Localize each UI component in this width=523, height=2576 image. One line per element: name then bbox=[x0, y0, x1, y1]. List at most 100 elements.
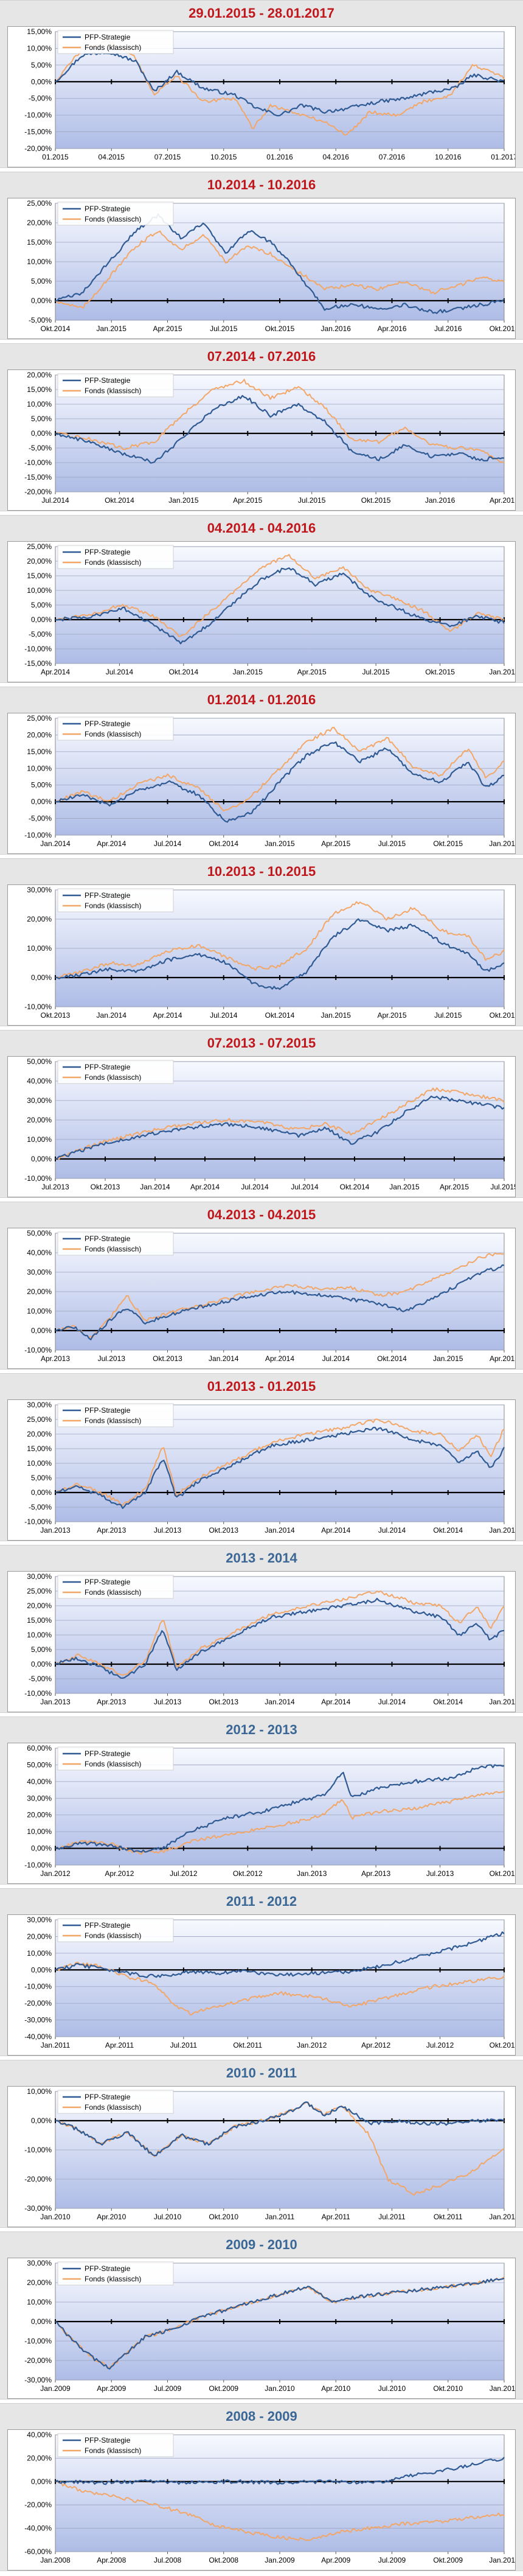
y-tick-label: 0,00% bbox=[31, 2116, 52, 2125]
y-tick-label: 10,00% bbox=[27, 944, 52, 953]
legend-box bbox=[57, 2433, 174, 2457]
x-tick-label: Apr.2013 bbox=[97, 1526, 126, 1535]
x-tick-label: Jan.2015 bbox=[97, 324, 127, 333]
series-line-pfp bbox=[55, 1598, 505, 1679]
x-tick-label: Apr.2015 bbox=[490, 1354, 515, 1363]
x-tick-label: 01.2017 bbox=[491, 153, 515, 161]
chart-panel: 07.2014 - 07.2016 -20,00% -15,00% -10,00% -5… bbox=[0, 343, 523, 511]
series-line-fonds bbox=[55, 1961, 505, 2015]
x-tick-label: Apr.2014 bbox=[41, 668, 70, 676]
y-tick-label: -10,00% bbox=[24, 1174, 52, 1183]
chart-title: 04.2013 - 04.2015 bbox=[207, 1207, 316, 1222]
line-chart: -20,00% -15,00% -10,00% -5,00% 0,00% 5,00% 10,… bbox=[24, 371, 519, 505]
x-tick-label: Apr.2010 bbox=[97, 2213, 126, 2221]
x-tick-label: Jan.2015 bbox=[489, 1526, 515, 1535]
x-tick-label: Jan.2015 bbox=[389, 1183, 420, 1191]
x-tick-label: Jul.2014 bbox=[322, 1354, 350, 1363]
series-line-pfp bbox=[55, 741, 505, 823]
legend-box bbox=[57, 1746, 174, 1771]
legend-label-pfp: PFP-Strategie bbox=[85, 205, 131, 213]
legend-box bbox=[57, 1918, 174, 1942]
x-tick-label: Jan.2015 bbox=[168, 496, 199, 505]
chart-title: 2009 - 2010 bbox=[226, 2237, 297, 2252]
y-tick-label: 0,00% bbox=[31, 1155, 52, 1163]
series-line-fonds bbox=[55, 1418, 505, 1506]
legend-label-pfp: PFP-Strategie bbox=[85, 1921, 131, 1930]
chart-panel: 2012 - 2013 -10,00% 0,00% 10,00% 20,00% 30,00… bbox=[0, 1717, 523, 1885]
y-tick-label: 40,00% bbox=[27, 1077, 52, 1085]
y-tick-label: 0,00% bbox=[31, 1660, 52, 1668]
x-tick-label: Apr.2012 bbox=[105, 1869, 134, 1878]
legend-box bbox=[57, 1060, 174, 1084]
series-line-pfp bbox=[55, 2277, 505, 2370]
x-tick-label: Jul.2010 bbox=[378, 2384, 406, 2393]
chart-title: 2010 - 2011 bbox=[226, 2065, 297, 2081]
series-line-pfp bbox=[55, 52, 504, 117]
legend-label-pfp: PFP-Strategie bbox=[85, 376, 131, 385]
legend-label-pfp: PFP-Strategie bbox=[85, 1749, 131, 1758]
line-chart: -10,00% -5,00% 0,00% 5,00% 10,00% 15,00% 20,00… bbox=[24, 1401, 519, 1535]
x-tick-label: Jan.2016 bbox=[489, 839, 515, 848]
x-tick-label: Okt.2009 bbox=[433, 2556, 463, 2564]
x-tick-label: Okt.2013 bbox=[91, 1183, 120, 1191]
x-tick-label: Okt.2010 bbox=[433, 2384, 463, 2393]
y-tick-label: 20,00% bbox=[27, 1116, 52, 1124]
x-tick-label: Jan.2013 bbox=[297, 1869, 327, 1878]
x-tick-label: Apr.2015 bbox=[297, 668, 327, 676]
y-tick-label: -20,00% bbox=[24, 2175, 52, 2183]
series-line-fonds bbox=[55, 1087, 505, 1160]
x-tick-label: Apr.2011 bbox=[105, 2041, 134, 2049]
chart-title: 01.2014 - 01.2016 bbox=[207, 692, 316, 707]
x-tick-label: 04.2016 bbox=[323, 153, 350, 161]
plot-area: -10,00% 0,00% 10,00% 20,00% 30,00% 40,00% 50,0… bbox=[7, 1228, 519, 1369]
y-tick-label: 25,00% bbox=[27, 542, 52, 551]
x-tick-label: Jan.2015 bbox=[233, 668, 263, 676]
y-tick-label: 20,00% bbox=[27, 219, 52, 227]
y-tick-label: -20,00% bbox=[24, 1999, 52, 2007]
plot-area: -10,00% -5,00% 0,00% 5,00% 10,00% 15,00% 20,00… bbox=[7, 713, 519, 854]
y-tick-label: 15,00% bbox=[27, 747, 52, 756]
y-tick-label: -5,00% bbox=[29, 814, 52, 823]
plot-area: -60,00% -40,00% -20,00% 0,00% 20,00% 40,00% Ja… bbox=[7, 2429, 519, 2571]
y-tick-label: 10,00% bbox=[27, 1459, 52, 1468]
legend-label-fonds: Fonds (klassisch) bbox=[85, 1931, 141, 1940]
legend-label-fonds: Fonds (klassisch) bbox=[85, 901, 141, 910]
x-tick-label: Jul.2015 bbox=[210, 324, 238, 333]
plot-area: -15,00% -10,00% -5,00% 0,00% 5,00% 10,00% 15,0… bbox=[7, 541, 519, 682]
series-line-fonds bbox=[55, 554, 505, 637]
x-tick-label: Jan.2015 bbox=[489, 1698, 515, 1706]
legend-label-fonds: Fonds (klassisch) bbox=[85, 215, 141, 223]
x-tick-label: Apr.2013 bbox=[41, 1354, 70, 1363]
chart-panel: 04.2014 - 04.2016 -15,00% -10,00% -5,00% 0,0… bbox=[0, 515, 523, 683]
x-tick-label: Jul.2011 bbox=[170, 2041, 198, 2049]
x-tick-label: Okt.2014 bbox=[340, 1183, 370, 1191]
series-line-pfp bbox=[55, 567, 505, 645]
y-tick-label: 25,00% bbox=[27, 1415, 52, 1424]
x-tick-label: Apr.2014 bbox=[97, 839, 126, 848]
x-tick-label: 10.2016 bbox=[435, 153, 462, 161]
chart-panel: 29.01.2015 - 28.01.2017 -20,00% -15,00% -10… bbox=[0, 0, 523, 168]
x-tick-label: Jul.2013 bbox=[154, 1698, 182, 1706]
series-line-pfp bbox=[55, 1764, 505, 1853]
y-tick-label: 30,00% bbox=[27, 886, 52, 894]
x-tick-label: Okt.2014 bbox=[377, 1354, 407, 1363]
y-tick-label: -40,00% bbox=[24, 2524, 52, 2533]
x-tick-label: Okt.2014 bbox=[105, 496, 134, 505]
y-tick-label: 25,00% bbox=[27, 714, 52, 723]
series-line-pfp bbox=[55, 1931, 505, 1978]
x-tick-label: Okt.2016 bbox=[490, 324, 515, 333]
x-tick-label: 04.2015 bbox=[99, 153, 125, 161]
x-tick-label: Apr.2014 bbox=[190, 1183, 220, 1191]
x-tick-label: Apr.2014 bbox=[153, 1011, 182, 1020]
x-tick-label: Apr.2013 bbox=[361, 1869, 390, 1878]
chart-panel: 2009 - 2010 -30,00% -20,00% -10,00% 0,00% 10,… bbox=[0, 2231, 523, 2399]
chart-panel: 01.2013 - 01.2015 -10,00% -5,00% 0,00% 5,00%… bbox=[0, 1373, 523, 1541]
x-tick-label: Jan.2009 bbox=[40, 2384, 71, 2393]
legend-label-pfp: PFP-Strategie bbox=[85, 1578, 131, 1586]
chart-panel: 2011 - 2012 -40,00% -30,00% -20,00% -10,00% 0… bbox=[0, 1888, 523, 2056]
y-tick-label: 15,00% bbox=[27, 385, 52, 394]
y-tick-label: 15,00% bbox=[27, 238, 52, 247]
